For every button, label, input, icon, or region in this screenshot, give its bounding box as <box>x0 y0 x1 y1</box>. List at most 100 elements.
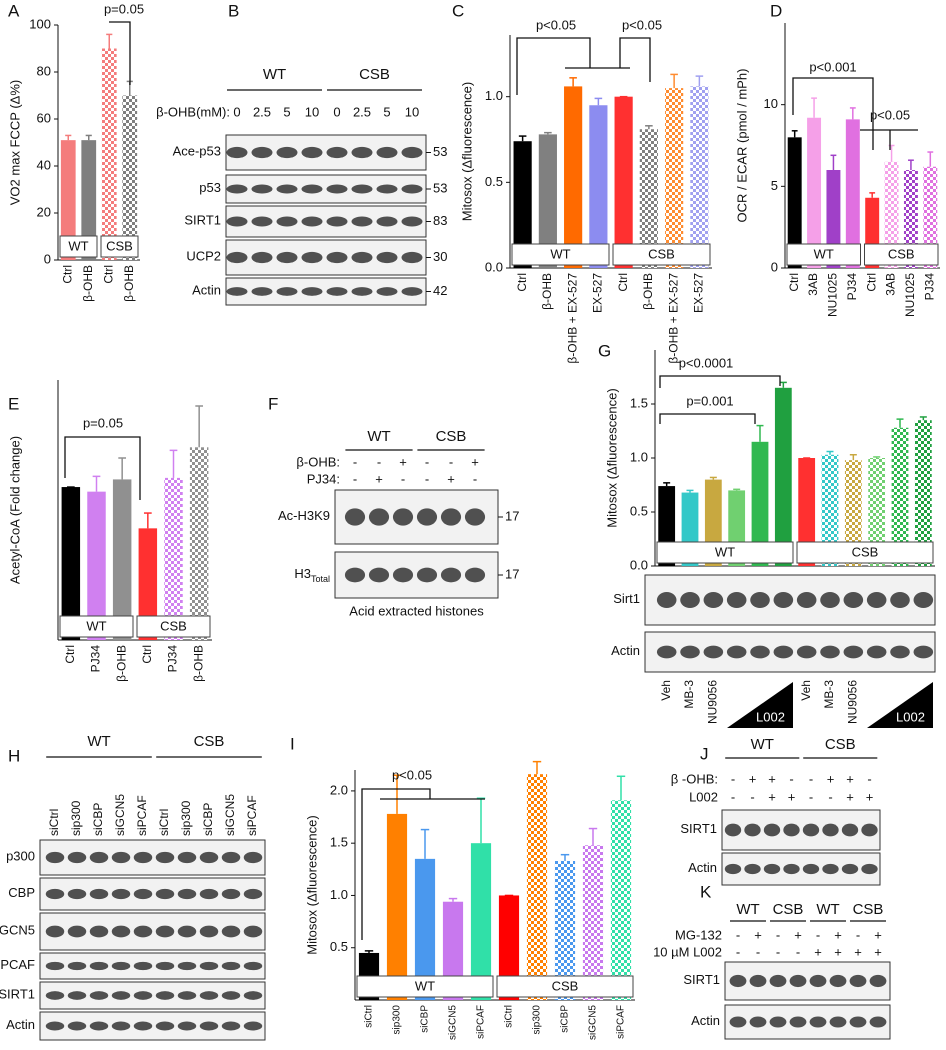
error-bar <box>106 33 113 49</box>
y-tick-label: 10 <box>764 96 778 111</box>
x-tick-label: NU1025 <box>826 273 840 317</box>
band <box>243 925 263 938</box>
band <box>866 592 887 608</box>
row-label: Actin <box>688 860 717 875</box>
error-bar <box>826 450 834 455</box>
row-label-main: p300 <box>6 849 35 864</box>
bar <box>589 105 608 268</box>
band <box>829 974 847 988</box>
group-box <box>511 243 610 266</box>
group-box <box>356 975 494 998</box>
y-tick-label: 1.0 <box>330 887 348 902</box>
row-label-main: Ace-p53 <box>173 144 221 159</box>
lane-label: - <box>731 789 735 804</box>
band <box>656 645 677 659</box>
caption: Acid extracted histones <box>349 603 484 618</box>
y-axis-label: Mitosox (Δfluorescence) <box>604 388 619 527</box>
condition-label: β -OHB: <box>671 771 718 786</box>
band <box>368 567 390 583</box>
row-label-main: Actin <box>192 283 221 298</box>
bar <box>844 460 862 566</box>
bar <box>821 454 839 566</box>
error-bar <box>663 482 671 487</box>
error-bar <box>830 154 837 170</box>
condition-label: β-OHB(mM): <box>156 104 230 119</box>
lane-label: + <box>874 944 882 959</box>
mw-label: 53 <box>433 144 447 159</box>
group-label: WT <box>415 978 435 993</box>
annotation: p=0.05 <box>104 1 144 16</box>
band <box>111 851 131 864</box>
bar <box>884 161 899 268</box>
x-tick-label: β-OHB <box>81 265 95 302</box>
row-label: Actin <box>6 1017 35 1032</box>
group-label: CSB <box>552 978 579 993</box>
annotation: p<0.05 <box>622 17 662 32</box>
group-label: CSB <box>852 544 879 559</box>
lane-label: 0 <box>233 104 240 119</box>
annotation: p<0.05 <box>536 17 576 32</box>
y-tick-label: 1.5 <box>330 835 348 850</box>
band <box>155 1021 175 1031</box>
band <box>680 592 700 608</box>
band <box>351 184 373 194</box>
band <box>89 961 109 971</box>
error-bar <box>616 775 626 801</box>
band <box>866 645 887 659</box>
bar <box>122 95 138 260</box>
bar <box>386 813 408 1000</box>
lane-label: 0 <box>333 104 340 119</box>
bar <box>564 86 583 268</box>
band <box>376 184 398 194</box>
lane-label: - <box>867 771 871 786</box>
band <box>802 823 820 837</box>
bar <box>538 134 557 268</box>
x-tick-label: siCtrl <box>364 1005 375 1028</box>
row-label: H3Total <box>294 566 330 584</box>
band <box>45 851 65 864</box>
band <box>822 823 839 837</box>
mw-label: 17 <box>505 566 519 581</box>
y-tick-label: 1.0 <box>630 449 648 464</box>
error-bar <box>420 828 430 859</box>
band <box>45 888 65 900</box>
y-axis-label: VO2 max FCCP (Δ%) <box>7 80 22 205</box>
bar <box>868 458 886 566</box>
lane-label: - <box>776 927 780 942</box>
band <box>326 146 348 159</box>
band <box>440 508 462 526</box>
row-label: Actin <box>611 643 640 658</box>
lane-label: - <box>856 927 860 942</box>
lane-label: - <box>449 454 453 469</box>
mw-label: 42 <box>433 283 447 298</box>
band <box>829 1016 847 1028</box>
error-bar <box>588 827 598 846</box>
x-tick-label: β-OHB <box>641 273 655 310</box>
error-bar <box>544 131 552 135</box>
error-bar <box>695 75 704 87</box>
row-label-main: SIRT1 <box>184 213 221 228</box>
lane-label: 10 <box>305 104 319 119</box>
band <box>726 592 747 608</box>
row-label: PCAF <box>0 957 35 972</box>
band <box>67 925 87 938</box>
band <box>301 146 323 159</box>
bar <box>526 774 548 1000</box>
bracket <box>64 436 141 500</box>
band <box>226 216 248 227</box>
bar <box>751 441 769 566</box>
bar <box>164 477 183 640</box>
x-tick-label: Ctrl <box>787 273 801 292</box>
group-label: CSB <box>888 246 915 261</box>
error-bar <box>569 77 577 87</box>
band <box>763 863 781 875</box>
bracket <box>659 375 781 388</box>
error-bar <box>686 489 694 493</box>
y-axis-label: Mitosox (Δfluorescence) <box>304 815 319 954</box>
annotation: p<0.05 <box>870 107 910 122</box>
bar <box>787 137 802 268</box>
x-tick-label: siCBP <box>560 1005 571 1033</box>
band <box>351 287 373 296</box>
panel-letter: A <box>8 1 20 20</box>
band <box>45 991 65 1000</box>
